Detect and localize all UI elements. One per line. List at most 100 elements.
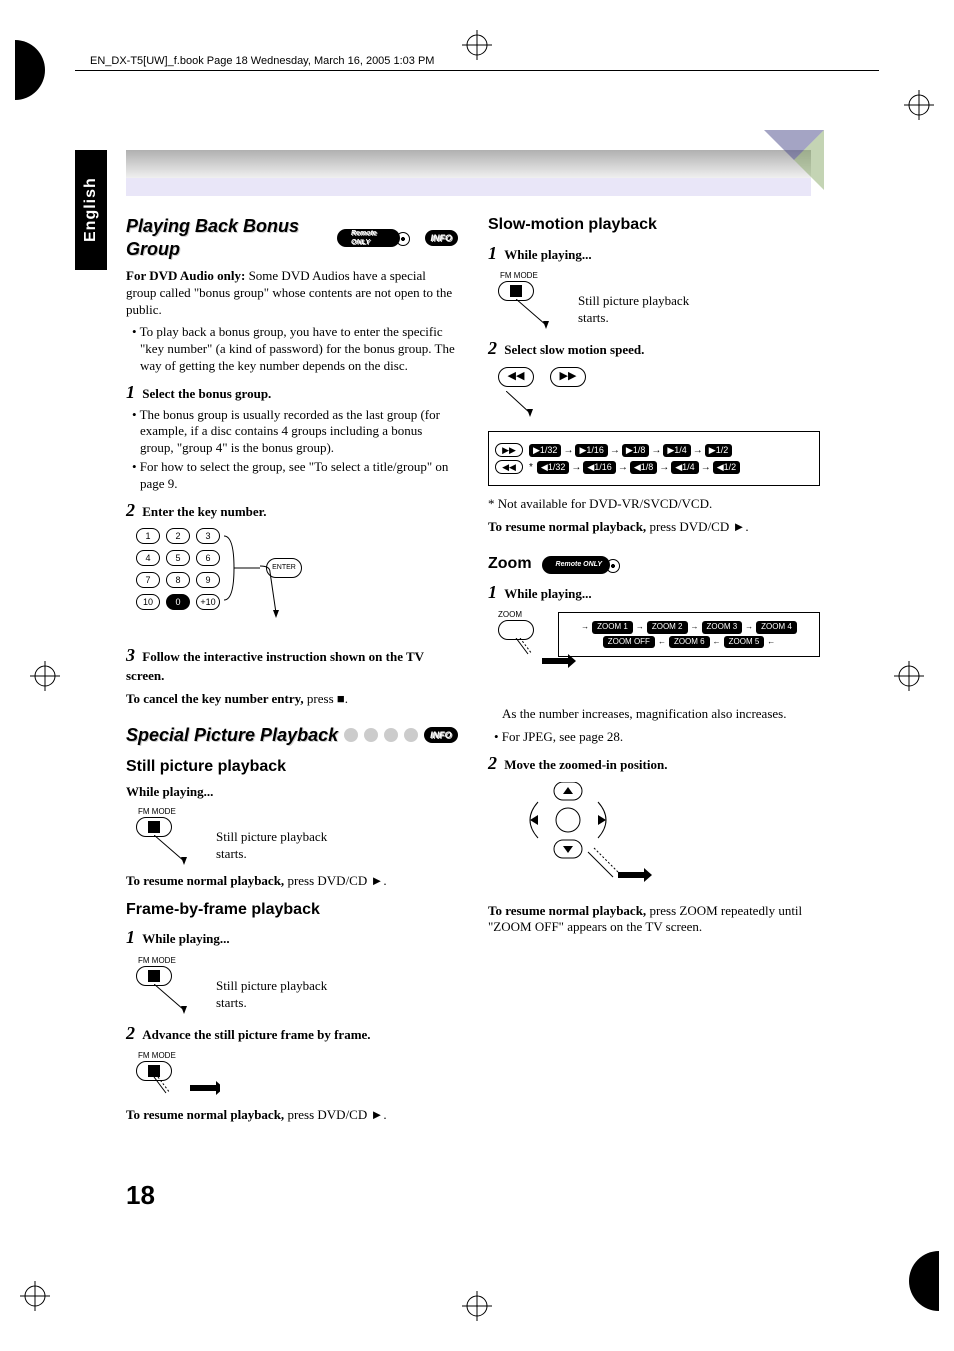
step-number: 2: [126, 500, 135, 520]
fm-mode-button-diagram: FM MODE Still picture playback starts.: [136, 807, 336, 867]
sm-step-1: 1 While playing...: [488, 242, 820, 265]
dpad-diagram: [518, 782, 820, 897]
section-special-picture-title: Special Picture Playback INFO: [126, 724, 458, 747]
crop-mark-left: [30, 661, 60, 691]
section-bonus-group-title: Playing Back Bonus Group Remote ONLY INF…: [126, 215, 458, 262]
zoom-chip: ZOOM 6: [669, 636, 710, 648]
page-number: 18: [126, 1180, 155, 1211]
header-triangle-icon: [764, 130, 824, 195]
resume-bold: To resume normal playback,: [126, 1107, 284, 1122]
speed-chip: ▶1/8: [622, 444, 649, 458]
step-number: 1: [126, 382, 135, 402]
sub-zoom: Zoom Remote ONLY: [488, 554, 820, 575]
pause-button-icon: [136, 966, 172, 986]
fm-label: FM MODE: [138, 956, 176, 966]
speed-row-rev: ◀◀ * ◀1/32→ ◀1/16→ ◀1/8→ ◀1/4→ ◀1/2: [529, 460, 811, 474]
resume-rest: press DVD/CD ►.: [284, 873, 386, 888]
seek-buttons: ◀◀ ▶▶: [498, 367, 820, 387]
key-0: 0: [166, 594, 190, 610]
step-3-text: Follow the interactive instruction shown…: [126, 649, 424, 682]
zoom-flow-box: → ZOOM 1→ ZOOM 2→ ZOOM 3→ ZOOM 4 ZOOM OF…: [558, 612, 820, 657]
zoom-row-bot: ZOOM OFF← ZOOM 6← ZOOM 5←: [565, 636, 813, 648]
resume-line-2: To resume normal playback, press DVD/CD …: [126, 1107, 458, 1124]
header-rule: [75, 70, 879, 71]
zoom-chip: ZOOM 5: [724, 636, 765, 648]
speed-chip: ▶1/32: [529, 444, 561, 458]
step-2-text: Enter the key number.: [142, 504, 266, 519]
crop-mark-right: [894, 661, 924, 691]
z-step-1: 1 While playing...: [488, 581, 820, 604]
resume-rest: press DVD/CD ►.: [284, 1107, 386, 1122]
step-number: 1: [126, 927, 135, 947]
while-playing: While playing...: [126, 784, 458, 801]
asterisk: *: [529, 461, 533, 474]
sub-frame-by-frame: Frame-by-frame playback: [126, 900, 458, 921]
key-2: 2: [166, 528, 190, 544]
resume-bold: To resume normal playback,: [126, 873, 284, 888]
fm-note: Still picture playback starts.: [578, 293, 698, 327]
step-1-bullet-2: • For how to select the group, see "To s…: [140, 459, 458, 493]
z-step-2-text: Move the zoomed-in position.: [504, 757, 667, 772]
step-2: 2 Enter the key number.: [126, 499, 458, 522]
step-number: 2: [488, 753, 497, 773]
title-text: Playing Back Bonus Group: [126, 215, 331, 262]
zoom-chip: ZOOM 3: [702, 621, 743, 633]
bullet-keynumber: • To play back a bonus group, you have t…: [140, 324, 458, 375]
speed-chip: ◀1/4: [671, 461, 698, 475]
zoom-note: As the number increases, magnification a…: [502, 706, 820, 723]
sm-step-1-text: While playing...: [504, 247, 591, 262]
zoom-chip: ZOOM 4: [756, 621, 797, 633]
key-plus10: +10: [196, 594, 220, 610]
z-step-1-text: While playing...: [504, 586, 591, 601]
cancel-bold: To cancel the key number entry,: [126, 691, 304, 706]
speed-chip: ▶1/2: [705, 444, 732, 458]
crop-mark-bottom: [462, 1291, 492, 1321]
sub-still-picture: Still picture playback: [126, 757, 458, 778]
fm-label: FM MODE: [138, 1051, 176, 1061]
zoom-chip: ZOOM OFF: [603, 636, 655, 648]
disc-icon: [384, 728, 398, 742]
zoom-bullet-jpeg: • For JPEG, see page 28.: [502, 729, 820, 746]
step-number: 1: [488, 582, 497, 602]
resume-line-4: To resume normal playback, press ZOOM re…: [488, 903, 820, 937]
sub-slow-motion: Slow-motion playback: [488, 215, 820, 236]
info-badge: INFO: [425, 230, 459, 246]
z-step-2: 2 Move the zoomed-in position.: [488, 752, 820, 775]
disc-icon: [364, 728, 378, 742]
f-step-1-text: While playing...: [142, 931, 229, 946]
key-8: 8: [166, 572, 190, 588]
f-step-2: 2 Advance the still picture frame by fra…: [126, 1022, 458, 1045]
fm-note: Still picture playback starts.: [216, 829, 336, 863]
remote-only-badge: Remote ONLY: [542, 556, 611, 574]
right-column: Slow-motion playback 1 While playing... …: [488, 215, 820, 1130]
cancel-rest: press ■.: [304, 691, 348, 706]
header-stripe: [126, 178, 811, 196]
step-number: 2: [126, 1023, 135, 1043]
step-1-text: Select the bonus group.: [142, 386, 271, 401]
info-badge: INFO: [424, 727, 458, 743]
number-keypad: 1 2 3 4 5 6 7 8 9 10 0 +10 ENTER: [136, 528, 356, 638]
step-3: 3 Follow the interactive instruction sho…: [126, 644, 458, 684]
fm-note: Still picture playback starts.: [216, 978, 336, 1012]
resume-bold: To resume normal playback,: [488, 903, 646, 918]
rewind-button-icon: ◀◀: [498, 367, 534, 387]
step-number: 1: [488, 243, 497, 263]
header-filename: EN_DX-T5[UW]_f.book Page 18 Wednesday, M…: [90, 55, 434, 67]
sm-step-2: 2 Select slow motion speed.: [488, 337, 820, 360]
key-9: 9: [196, 572, 220, 588]
speed-chip: ◀1/16: [583, 461, 615, 475]
speed-chip: ◀1/32: [537, 461, 569, 475]
zoom-row-top: → ZOOM 1→ ZOOM 2→ ZOOM 3→ ZOOM 4: [565, 621, 813, 633]
sm-step-2-text: Select slow motion speed.: [504, 342, 644, 357]
key-4: 4: [136, 550, 160, 566]
pointer-arrow-icon: [154, 984, 214, 1014]
step-1-bullet-1: • The bonus group is usually recorded as…: [140, 407, 458, 458]
speed-table: ▶▶ ▶1/32→ ▶1/16→ ▶1/8→ ▶1/4→ ▶1/2 ◀◀ * ◀…: [488, 431, 820, 486]
speed-chip: ▶1/4: [663, 444, 690, 458]
resume-line-3: To resume normal playback, press DVD/CD …: [488, 519, 820, 536]
cancel-line: To cancel the key number entry, press ■.: [126, 691, 458, 708]
resume-line: To resume normal playback, press DVD/CD …: [126, 873, 458, 890]
disc-icon: [344, 728, 358, 742]
fm-mode-button-diagram: FM MODE Still picture playback starts.: [498, 271, 698, 331]
crop-mark-top: [462, 30, 492, 60]
